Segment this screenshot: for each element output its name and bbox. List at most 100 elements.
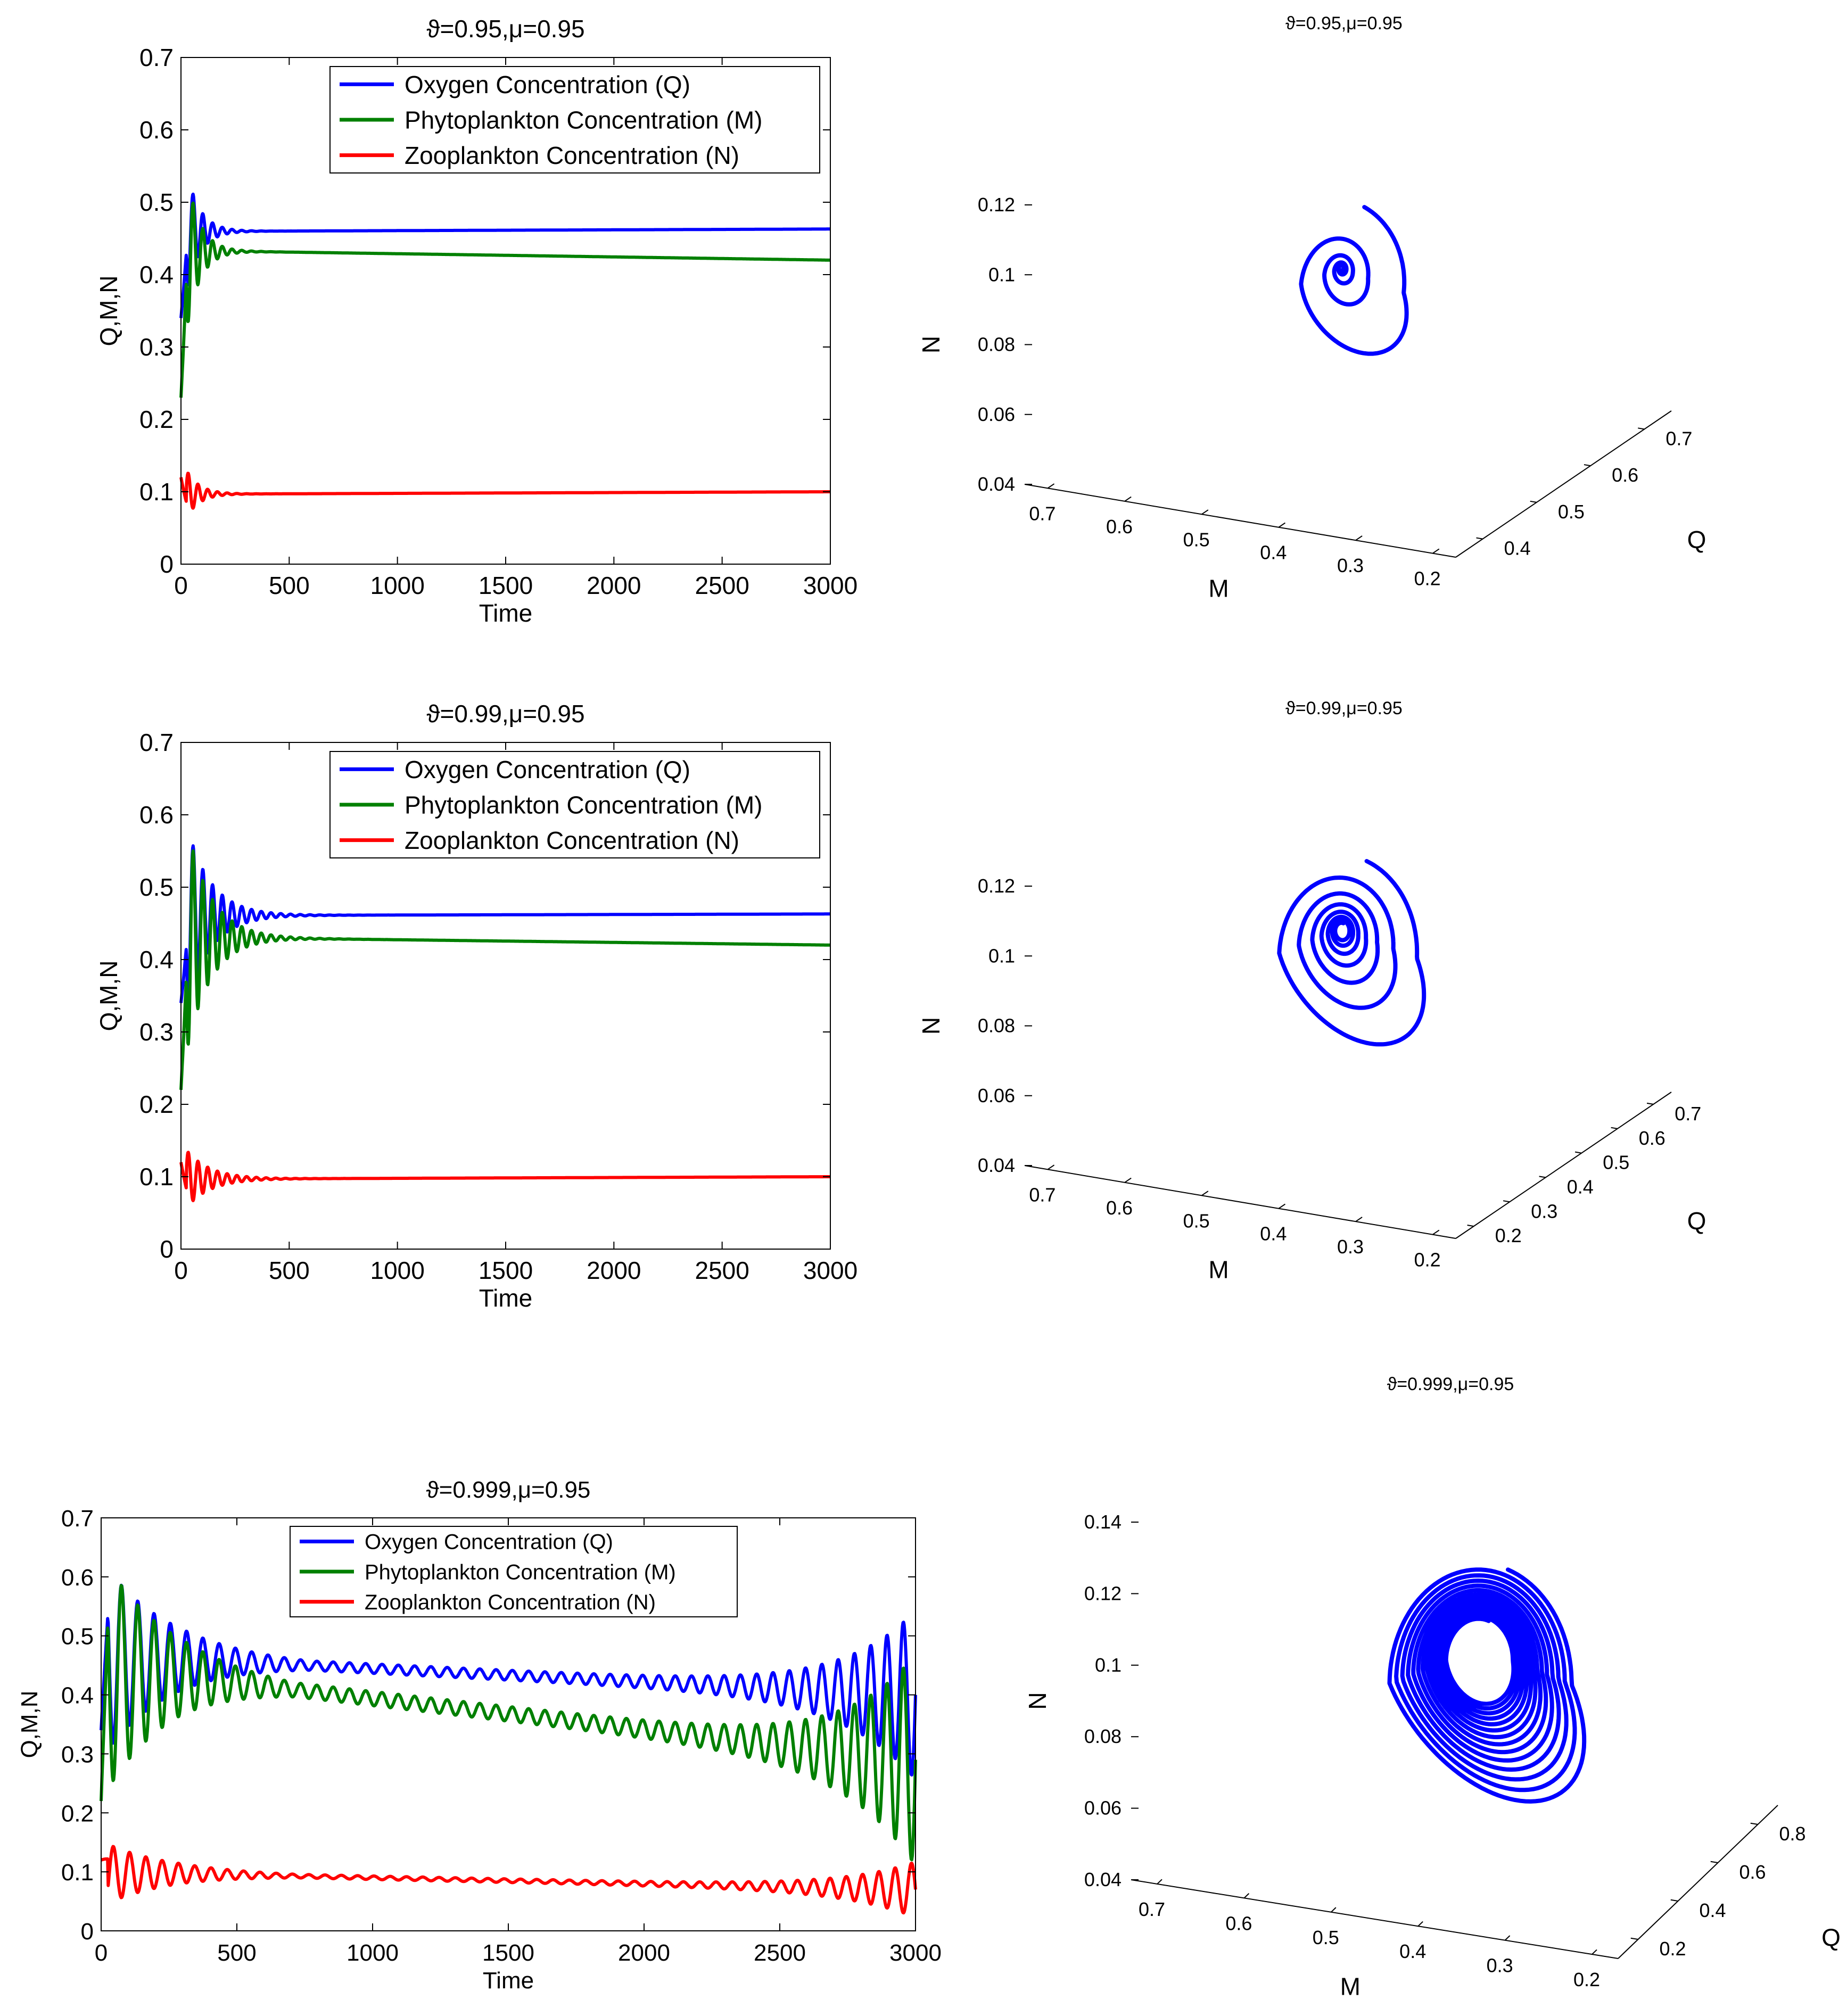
q-tick-mark <box>1710 1861 1718 1863</box>
m-tick-mark <box>1278 522 1286 528</box>
n-tick-label: 0.1 <box>988 945 1015 966</box>
x-tick-label: 2500 <box>695 1257 749 1284</box>
y-tick-label: 0.3 <box>139 333 174 361</box>
q-tick-label: 0.6 <box>1639 1127 1665 1149</box>
x-tick-label: 0 <box>174 1257 188 1284</box>
n-tick-label: 0.04 <box>978 473 1015 495</box>
y-tick-label: 0.2 <box>61 1800 94 1827</box>
q-tick-mark <box>1611 1127 1618 1129</box>
q-tick-label: 0.7 <box>1675 1103 1701 1125</box>
m-tick-mark <box>1432 1229 1440 1235</box>
x-tick-label: 2500 <box>754 1940 806 1966</box>
y-tick-label: 0.6 <box>139 801 174 829</box>
q-tick-mark <box>1530 500 1537 503</box>
m-axis-line <box>1131 1879 1619 1959</box>
n-axis-label: N <box>917 336 945 353</box>
m-tick-mark <box>1355 535 1363 541</box>
q-axis-label: Q <box>1821 1923 1841 1951</box>
q-axis-line <box>1455 1092 1672 1239</box>
legend-box <box>329 751 820 858</box>
y-tick-label: 0.5 <box>61 1624 94 1650</box>
q-axis-label: Q <box>1687 1207 1706 1235</box>
n-tick-label: 0.06 <box>1084 1797 1122 1819</box>
y-tick-label: 0.1 <box>139 478 174 506</box>
m-tick-mark <box>1201 509 1209 515</box>
q-tick-mark <box>1574 1151 1582 1154</box>
legend-label: Zooplankton Concentration (N) <box>405 827 739 854</box>
q-tick-label: 0.6 <box>1612 464 1638 486</box>
n-tick-label: 0.12 <box>978 194 1015 216</box>
m-tick-label: 0.7 <box>1029 1184 1056 1205</box>
x-tick-label: 500 <box>269 572 310 599</box>
m-tick-mark <box>1124 496 1132 502</box>
x-tick-label: 1500 <box>479 572 533 599</box>
q-tick-label: 0.6 <box>1739 1861 1766 1883</box>
m-tick-label: 0.6 <box>1106 1197 1133 1219</box>
chart-title: ϑ=0.99,μ=0.95 <box>426 700 584 728</box>
series-line-oxygen <box>179 844 832 1003</box>
q-tick-label: 0.2 <box>1660 1938 1686 1960</box>
chart-title: ϑ=0.95,μ=0.95 <box>1285 13 1403 34</box>
q-tick-mark <box>1646 1102 1654 1105</box>
x-tick-label: 3000 <box>803 572 857 599</box>
legend-box <box>329 66 820 173</box>
m-tick-mark <box>1243 1893 1250 1899</box>
q-tick-label: 0.3 <box>1531 1200 1557 1222</box>
x-tick-label: 2000 <box>618 1940 670 1966</box>
y-tick-label: 0.2 <box>139 1090 174 1118</box>
q-tick-mark <box>1638 427 1645 430</box>
m-tick-mark <box>1432 548 1440 554</box>
chart-title: ϑ=0.95,μ=0.95 <box>426 15 584 43</box>
q-tick-label: 0.4 <box>1700 1899 1726 1921</box>
y-axis-label: Q,M,N <box>95 276 122 346</box>
x-axis-label: Time <box>479 1284 533 1312</box>
n-tick-label: 0.14 <box>1084 1511 1122 1533</box>
x-tick-label: 500 <box>217 1940 256 1966</box>
y-tick-label: 0.5 <box>139 873 174 901</box>
q-tick-label: 0.4 <box>1504 538 1531 559</box>
y-axis-label: Q,M,N <box>95 961 122 1031</box>
x-tick-label: 1000 <box>370 572 424 599</box>
m-tick-label: 0.7 <box>1029 502 1056 524</box>
q-tick-mark <box>1670 1899 1678 1902</box>
m-tick-label: 0.6 <box>1106 516 1133 538</box>
m-tick-mark <box>1157 1879 1162 1885</box>
m-axis-label: M <box>1208 1256 1228 1284</box>
x-tick-label: 1000 <box>370 1257 424 1284</box>
q-tick-label: 0.5 <box>1603 1152 1629 1174</box>
y-tick-label: 0.5 <box>139 188 174 216</box>
series-line-zoo <box>179 472 832 510</box>
m-tick-mark <box>1124 1177 1132 1183</box>
n-tick-label: 0.12 <box>978 875 1015 897</box>
q-axis-label: Q <box>1687 526 1706 553</box>
m-tick-mark <box>1278 1203 1286 1209</box>
q-tick-label: 0.5 <box>1558 501 1585 523</box>
series-line-phyto <box>179 201 832 398</box>
n-tick-label: 0.1 <box>1095 1654 1122 1676</box>
n-tick-label: 0.04 <box>1084 1869 1122 1890</box>
q-tick-mark <box>1539 1176 1546 1178</box>
x-tick-label: 3000 <box>889 1940 942 1966</box>
q-tick-mark <box>1503 1200 1510 1203</box>
legend-label: Phytoplankton Concentration (M) <box>405 106 762 134</box>
y-tick-label: 0.7 <box>139 729 174 756</box>
m-tick-mark <box>1417 1921 1423 1927</box>
m-tick-label: 0.5 <box>1183 1210 1210 1232</box>
q-tick-label: 0.4 <box>1567 1176 1594 1197</box>
phase-portrait-3: ϑ=0.999,μ=0.95 0.7 0.6 0.5 0.4 0.3 0.2 M 0.2 0.4 0… <box>1024 1374 1841 2001</box>
series-line-oxygen <box>179 192 832 318</box>
m-tick-mark <box>1331 1907 1337 1913</box>
q-axis-line <box>1455 410 1672 558</box>
m-tick-label: 0.2 <box>1573 1969 1600 1990</box>
time-series-chart-1: ϑ=0.95,μ=0.95 0 500 1000 1500 2000 2500 3000 0 0.… <box>95 15 857 627</box>
q-tick-mark <box>1750 1822 1758 1825</box>
q-tick-label: 0.2 <box>1495 1225 1522 1246</box>
x-tick-label: 1500 <box>479 1257 533 1284</box>
legend-label: Oxygen Concentration (Q) <box>405 756 690 783</box>
y-tick-label: 0.7 <box>139 44 174 71</box>
m-tick-label: 0.7 <box>1139 1898 1165 1920</box>
m-tick-label: 0.3 <box>1487 1955 1513 1977</box>
m-tick-label: 0.3 <box>1337 555 1364 576</box>
phase-trajectory <box>1387 1567 1587 1804</box>
